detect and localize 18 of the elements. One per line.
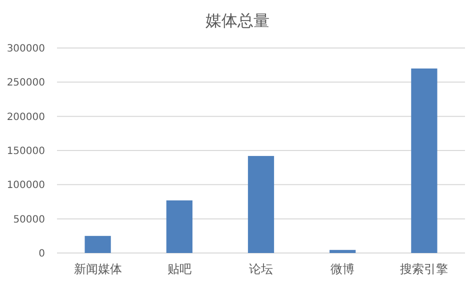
y-tick-label: 300000 [6,44,45,54]
x-tick-label: 贴吧 [167,262,192,276]
x-tick-label: 微博 [330,262,355,276]
x-tick-label: 新闻媒体 [74,262,122,276]
y-tick-label: 200000 [6,112,45,123]
y-tick-label: 50000 [13,214,45,226]
bar [248,156,274,253]
y-tick-label: 0 [38,248,45,260]
bar [84,236,111,253]
x-tick-label: 论坛 [249,262,273,276]
chart-title: 媒体总量 [206,11,270,30]
y-tick-label: 250000 [6,78,45,89]
x-tick-label: 搜索引擎 [400,262,448,276]
bar [411,68,438,253]
bar [330,250,356,253]
y-tick-label: 100000 [6,180,45,192]
y-tick-label: 150000 [6,146,45,157]
bar [166,200,192,253]
